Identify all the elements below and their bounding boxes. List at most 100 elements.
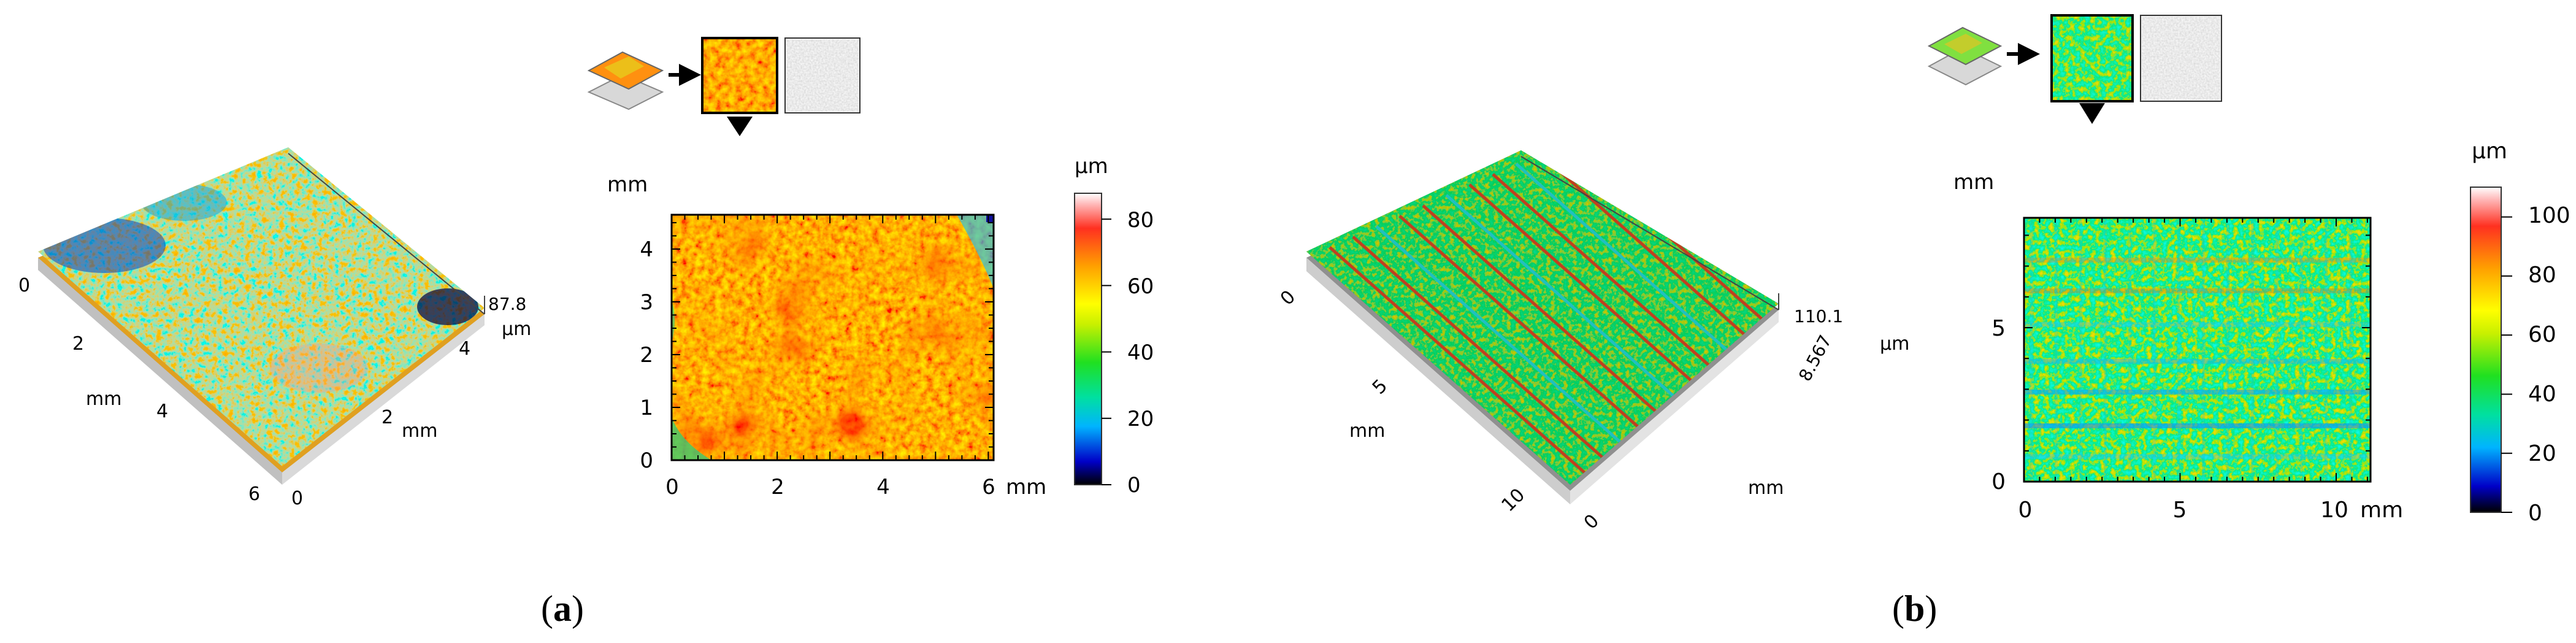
map-a-ytick-0: 0 (640, 449, 653, 473)
map-b-xtick-5: 5 (2173, 498, 2187, 523)
colorbar-a-tick-60: 60 (1127, 274, 1154, 299)
map-b-stripe (2104, 218, 2107, 482)
iso-a-ytick-0: 0 (18, 275, 30, 296)
map-b-stripe (2349, 218, 2352, 482)
caption-a: (a) (541, 588, 584, 629)
map-a-xunit: mm (1006, 475, 1046, 499)
colorbar-a-tick-0: 0 (1127, 473, 1141, 498)
selection-pointer-icon (2079, 103, 2105, 124)
iso-b-zmax: 110.1 (1794, 306, 1843, 326)
map-a-ytick-2: 2 (640, 343, 653, 368)
map-a-xtick-4: 4 (876, 475, 890, 499)
colorbar-b-tick-20: 20 (2528, 441, 2556, 466)
map-b-stripe (2153, 218, 2156, 482)
map-b-stripes (2024, 218, 2371, 482)
map-a-ytick-1: 1 (640, 396, 653, 420)
caption-b: (b) (1892, 588, 1937, 629)
map-b-stripe (2202, 218, 2205, 482)
iso-b-stripe (1398, 215, 1665, 450)
map-b-stripe (2300, 218, 2303, 482)
caption-b-letter: b (1904, 588, 1925, 629)
map-a: mm 0 2 4 6 mm 0 1 2 3 4 (607, 172, 1046, 499)
map-b-stripe (2024, 454, 2371, 459)
colorbar-a-unit: μm (1075, 154, 1108, 179)
iso-a-xtick-4: 4 (156, 401, 168, 422)
iso-a-zunit: μm (502, 318, 531, 340)
colorbar-a-tick-20: 20 (1127, 407, 1154, 431)
colorbar-b-unit: μm (2472, 139, 2507, 164)
map-b-stripe (2024, 390, 2371, 395)
iso-b-ytick-0: 0 (1580, 510, 1603, 534)
colorbar-b-tick-80: 80 (2528, 263, 2556, 288)
caption-a-letter: a (553, 588, 572, 629)
colorbar-b-tick-0: 0 (2528, 501, 2542, 526)
map-b-xtick-0: 0 (2018, 498, 2033, 523)
iso-a-xunit: mm (86, 388, 121, 410)
colorbar-b-gradient (2470, 187, 2502, 513)
map-b-stripe (2030, 218, 2033, 482)
iso-b-xtick-10: 10 (1497, 484, 1529, 516)
panel-b: 0 5 mm 10 0 mm 110.1 μm 8.567 mm (1276, 14, 2570, 629)
map-b-stripe (2024, 288, 2371, 293)
map-a-yticks (672, 221, 994, 461)
iso-b-stripe (1375, 225, 1641, 461)
map-b-stripe (2177, 218, 2180, 482)
map-a-ytick-3: 3 (640, 290, 653, 315)
map-b-stripe (2079, 218, 2082, 482)
iso-b-yextent: 8.567 (1795, 332, 1836, 385)
iso-a-xtick-2: 2 (72, 333, 84, 355)
colorbar-a-gradient (1074, 193, 1102, 485)
iso-a-xtick-6: 6 (248, 483, 260, 505)
thumbnails-a (587, 37, 861, 136)
iso-b-yunit: mm (1748, 477, 1784, 499)
map-b-stripe (2024, 359, 2371, 364)
map-b-stripe (2024, 322, 2371, 327)
map-b-stripe (2024, 258, 2371, 263)
colorbar-a-tick-40: 40 (1127, 341, 1154, 365)
iso-b-stripe (1445, 194, 1711, 429)
map-a-ytick-4: 4 (640, 237, 653, 262)
iso-b-stripe (1352, 236, 1618, 471)
map-b-ytick-0: 0 (1991, 469, 2006, 495)
map-b-xunit: mm (2360, 498, 2403, 523)
iso-b-xtick-5: 5 (1368, 375, 1392, 399)
map-b-ytick-5: 5 (1991, 316, 2006, 341)
selection-pointer-icon (727, 117, 753, 136)
map-b-yunit: mm (1953, 170, 1994, 194)
map-b-stripe (2024, 423, 2371, 428)
colorbar-b: μm 0 20 40 60 80 100 (2470, 139, 2570, 526)
map-a-xticks (671, 215, 989, 460)
iso-b-xtick-0: 0 (1276, 287, 1300, 310)
iso-b-zunit: μm (1880, 333, 1909, 355)
map-b-stripe (2275, 218, 2279, 482)
iso-b-stripe (1328, 246, 1595, 482)
iso-b-stripe (1468, 183, 1735, 419)
iso-a-ytick-0b: 0 (291, 488, 303, 509)
colorbar-b-tick-60: 60 (2528, 322, 2556, 347)
map-a-xtick-2: 2 (771, 475, 784, 499)
colorbar-a: μm 0 20 40 60 80 (1074, 154, 1154, 498)
colorbar-a-tick-80: 80 (1127, 208, 1154, 233)
colorbar-b-tick-100: 100 (2528, 203, 2570, 228)
map-b-stripe (2251, 218, 2254, 482)
map-b-stripe (2128, 218, 2131, 482)
map-a-xtick-6: 6 (982, 475, 995, 499)
iso-b-xunit: mm (1349, 420, 1385, 442)
iso-surface-b (1306, 150, 1779, 504)
map-b-stripe (2325, 218, 2328, 482)
iso-a-zmax: 87.8 (488, 294, 526, 314)
panel-a: 0 2 4 6 mm 0 2 mm 4 87.8 μm mm (18, 37, 1154, 629)
iso-a-yunit: mm (402, 420, 437, 442)
thumbnails-b (1927, 14, 2222, 124)
iso-b-stripe (1701, 150, 1779, 315)
map-a-yunit: mm (607, 172, 648, 197)
iso-a-ytick-4: 4 (459, 338, 470, 360)
map-b-xtick-10: 10 (2320, 498, 2348, 523)
iso-b-stripe (1422, 204, 1688, 440)
map-b: mm 0 5 10 mm 0 5 (1953, 170, 2403, 523)
iso-b-stripe (1725, 150, 1779, 304)
map-a-xtick-0: 0 (665, 475, 679, 499)
colorbar-b-tick-40: 40 (2528, 382, 2556, 407)
map-b-stripe (2226, 218, 2229, 482)
